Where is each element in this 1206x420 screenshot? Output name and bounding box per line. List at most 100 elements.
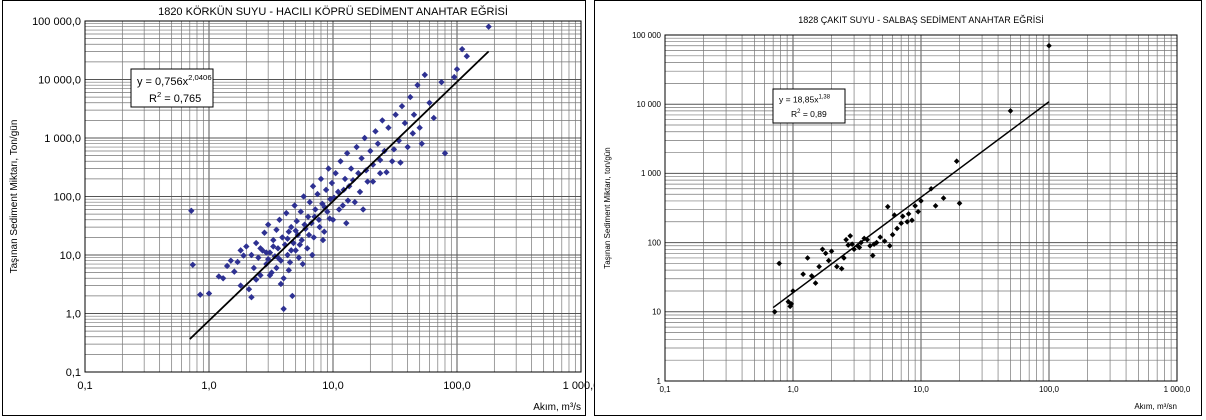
- r-squared-prefix: R: [149, 93, 157, 105]
- data-point: [341, 175, 349, 183]
- data-point: [197, 291, 204, 298]
- data-point: [285, 266, 292, 274]
- data-point: [263, 249, 270, 256]
- data-point: [404, 143, 411, 151]
- data-point: [463, 53, 471, 60]
- data-point: [374, 140, 382, 147]
- data-point: [816, 263, 822, 270]
- data-point: [309, 182, 317, 190]
- y-tick-label: 10 000: [637, 100, 662, 109]
- data-point: [276, 216, 283, 223]
- data-point: [430, 114, 438, 122]
- data-point: [877, 234, 883, 240]
- data-point: [788, 301, 795, 307]
- data-point: [332, 170, 339, 177]
- data-point: [367, 147, 374, 155]
- data-point: [292, 227, 299, 234]
- data-point: [886, 242, 893, 249]
- data-point: [293, 217, 300, 225]
- data-point: [851, 246, 857, 253]
- data-point: [261, 229, 268, 236]
- data-point: [785, 298, 792, 305]
- data-point: [306, 198, 314, 206]
- data-point: [843, 236, 849, 243]
- data-point: [928, 185, 934, 192]
- data-point: [932, 203, 939, 209]
- x-axis-label: Akım, m³/sn: [1134, 402, 1177, 411]
- x-tick-label: 1 000,0: [563, 380, 600, 392]
- data-point: [255, 254, 262, 261]
- data-point: [219, 275, 227, 282]
- data-point: [898, 220, 904, 227]
- y-tick-label: 100 000,0: [32, 16, 81, 28]
- data-point: [339, 202, 347, 209]
- data-point: [453, 65, 461, 73]
- data-point: [845, 242, 852, 248]
- x-tick-label: 100,0: [443, 380, 471, 392]
- data-point: [347, 165, 355, 172]
- data-point: [397, 159, 404, 166]
- data-point: [321, 228, 328, 235]
- chart-panel-left: 1820 KÖRKÜN SUYU - HACILI KÖPRÜ SEDİMENT…: [2, 0, 599, 416]
- equation-prefix: y = 18,85x: [779, 95, 819, 105]
- data-point: [337, 158, 344, 165]
- data-point: [223, 262, 231, 270]
- data-point: [304, 213, 312, 220]
- data-point: [771, 309, 778, 315]
- data-point: [227, 257, 235, 264]
- y-tick-label: 1,0: [66, 308, 81, 320]
- data-point: [334, 188, 342, 196]
- data-point: [359, 206, 367, 213]
- data-point: [1046, 42, 1052, 49]
- data-point: [292, 247, 299, 254]
- data-point: [245, 286, 253, 293]
- data-point: [291, 202, 298, 209]
- data-point: [912, 203, 918, 209]
- data-point: [277, 280, 285, 288]
- data-point: [388, 158, 396, 165]
- x-tick-label: 100,0: [1039, 385, 1060, 394]
- data-point: [343, 149, 351, 157]
- x-tick-label: 0,1: [659, 385, 671, 394]
- data-point: [344, 197, 352, 204]
- data-point: [828, 248, 835, 255]
- equation-box-frame: [130, 68, 214, 108]
- data-point: [849, 241, 855, 247]
- data-point: [296, 241, 304, 248]
- data-point: [383, 169, 390, 176]
- data-point: [300, 193, 307, 200]
- y-tick-label: 10 000,0: [38, 74, 81, 86]
- equation-exponent: 1,38: [818, 95, 830, 101]
- data-point: [263, 260, 270, 268]
- data-point: [953, 158, 960, 165]
- data-point: [304, 245, 311, 252]
- data-point: [398, 102, 406, 110]
- data-point: [418, 140, 425, 147]
- data-point: [264, 255, 272, 263]
- data-point: [188, 207, 195, 214]
- data-point: [894, 225, 900, 232]
- data-point: [319, 236, 327, 244]
- data-point: [266, 249, 274, 256]
- data-point: [252, 239, 260, 247]
- data-point: [343, 219, 350, 227]
- x-axis-label: Akım, m³/s: [533, 402, 581, 413]
- x-tick-label: 0,1: [77, 380, 92, 392]
- data-point: [298, 236, 305, 244]
- data-point: [414, 81, 421, 89]
- data-point: [283, 209, 290, 217]
- data-point: [280, 275, 287, 282]
- data-point: [884, 203, 891, 210]
- equation-exponent: 2,0406: [188, 73, 212, 82]
- data-point: [328, 179, 336, 187]
- data-point: [458, 45, 466, 53]
- data-point: [314, 190, 321, 198]
- data-point: [280, 305, 287, 313]
- chart-panel-right: 1828 ÇAKIT SUYU - SALBAŞ SEDİMENT ANAHTA…: [594, 0, 1202, 416]
- data-point: [335, 206, 343, 213]
- data-point: [871, 241, 877, 247]
- y-tick-label: 1 000: [641, 169, 662, 178]
- data-point: [257, 245, 264, 252]
- data-point: [376, 170, 384, 177]
- data-point: [312, 206, 319, 213]
